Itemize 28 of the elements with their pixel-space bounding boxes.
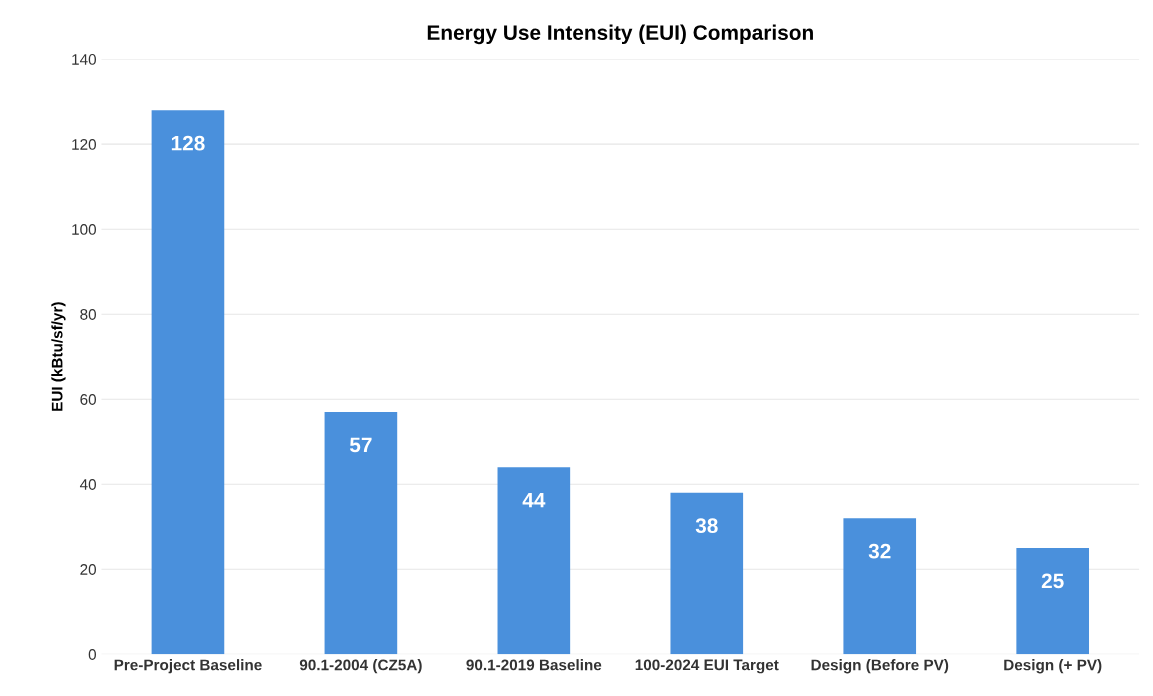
x-tick-label: Design (Before PV) — [811, 659, 949, 674]
x-tick-label: 100-2024 EUI Target — [635, 659, 779, 674]
bar — [324, 411, 398, 655]
y-tick-label: 40 — [79, 479, 97, 490]
bar — [497, 467, 571, 655]
x-tick-label: Design (+ PV) — [1004, 659, 1102, 674]
y-tick-label: 100 — [72, 224, 97, 235]
y-tick-label: 20 — [80, 564, 97, 575]
bar — [1016, 547, 1090, 655]
y-tick-label: 120 — [72, 139, 97, 150]
bar — [151, 110, 225, 655]
data-label: 128 — [171, 135, 205, 151]
x-tick-label: Pre-Project Baseline — [114, 659, 262, 674]
data-label: 38 — [695, 518, 718, 534]
data-label: 32 — [868, 543, 891, 559]
y-tick-label: 0 — [88, 649, 97, 660]
data-label: 57 — [349, 437, 372, 453]
y-tick-label: 140 — [72, 54, 97, 65]
data-label: 44 — [522, 493, 546, 508]
chart-title: Energy Use Intensity (EUI) Comparison — [427, 24, 813, 45]
y-tick-label: 80 — [80, 309, 97, 320]
data-label: 25 — [1041, 573, 1064, 589]
x-tick-label: 90.1-2019 Baseline — [466, 659, 602, 671]
bar — [843, 518, 917, 655]
bar — [670, 492, 744, 655]
y-axis-title: EUI (kBtu/sf/yr) — [51, 302, 66, 411]
y-tick-label: 60 — [80, 394, 97, 405]
x-tick-label: 90.1-2004 (CZ5A) — [299, 659, 422, 674]
